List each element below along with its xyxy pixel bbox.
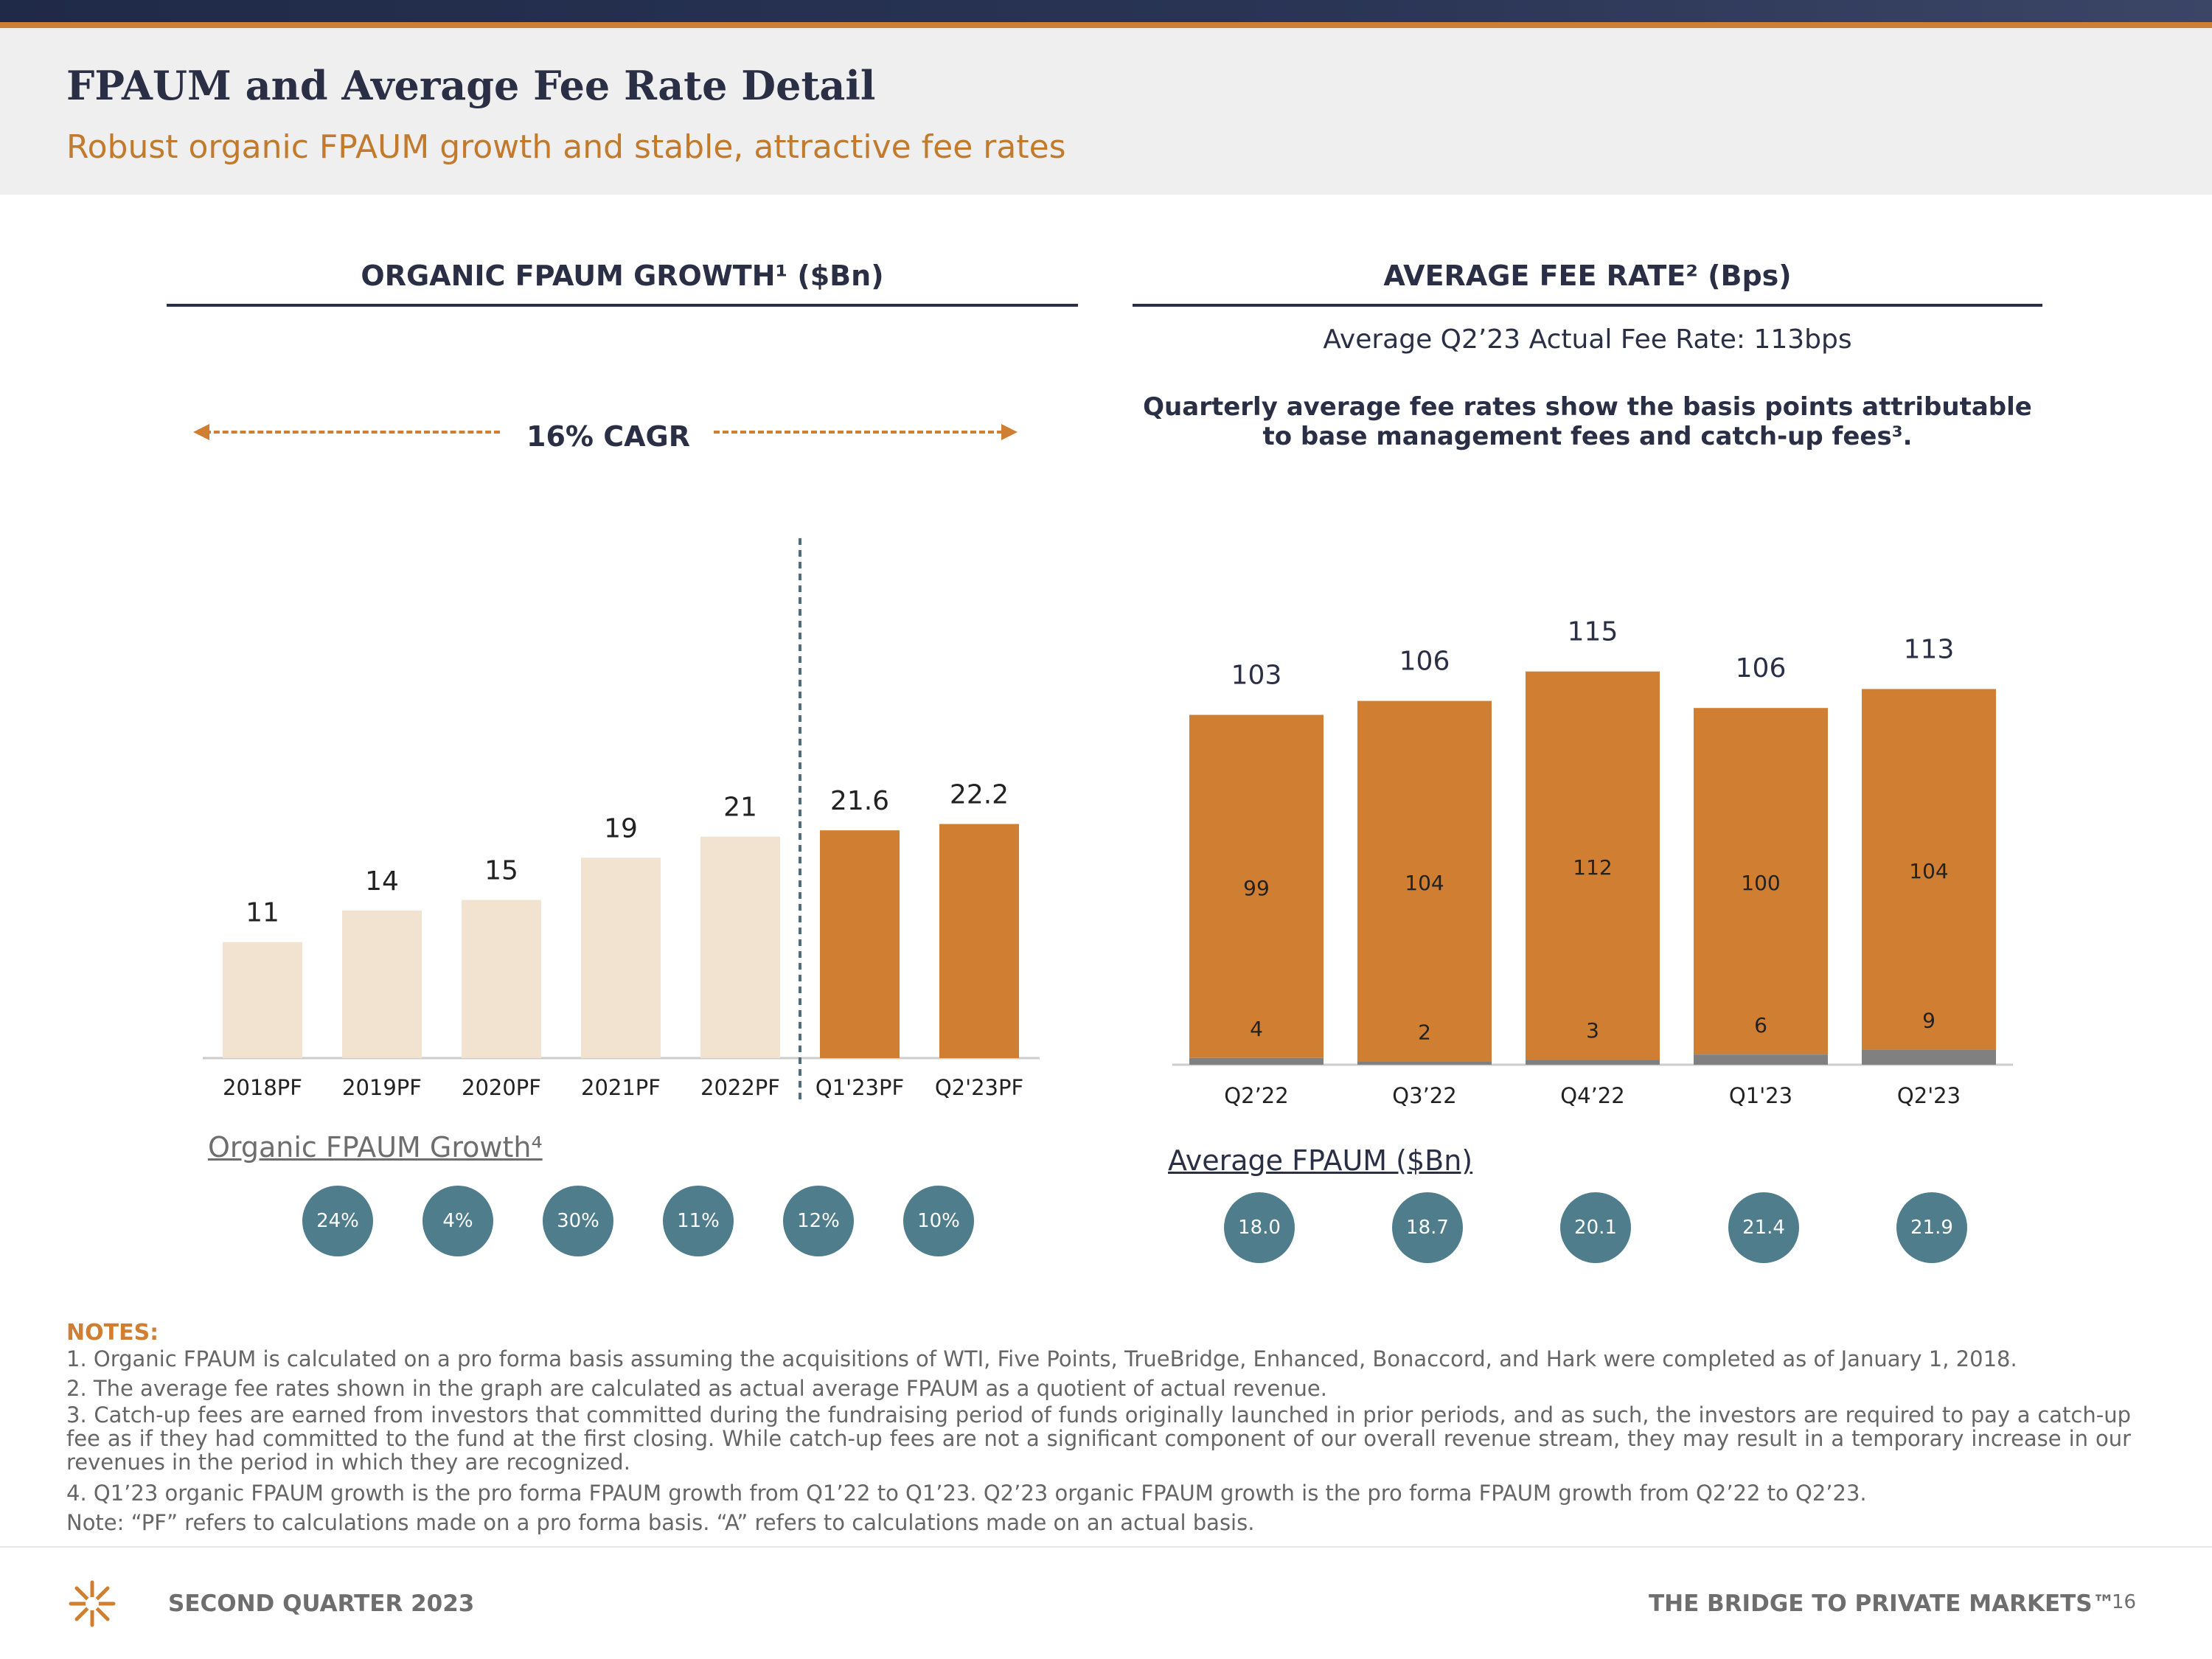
average-fee-rate-chart: 103 99 4 Q2’22 106 104 2 Q3’22 115 112 3 Q4’22 106 10… <box>1172 617 2013 1108</box>
cagr-arrow-right-line <box>714 431 1003 434</box>
growth-rate-circle: 4% <box>422 1186 493 1256</box>
growth-rate-circle: 30% <box>543 1186 613 1256</box>
total-fee-label: 103 <box>1231 661 1282 691</box>
category-label: 2018PF <box>223 1075 302 1100</box>
footer-tagline: THE BRIDGE TO PRIVATE MARKETS™ <box>1649 1590 2115 1617</box>
category-label: Q2'23 <box>1897 1083 1961 1108</box>
base-fee-label: 100 <box>1741 871 1780 895</box>
catch-up-fee-segment <box>1526 1060 1660 1065</box>
fee-rate-description: Quarterly average fee rates show the bas… <box>1133 392 2042 451</box>
bar-value-label: 15 <box>484 856 518 886</box>
bar-value-label: 11 <box>246 898 279 928</box>
category-label: Q3’22 <box>1392 1083 1456 1108</box>
category-label: Q1'23 <box>1729 1083 1792 1108</box>
note-1: 1. Organic FPAUM is calculated on a pro … <box>66 1346 2017 1371</box>
bar-2022PF <box>700 836 780 1058</box>
growth-rate-circle: 24% <box>302 1186 373 1256</box>
note-3: 3. Catch-up fees are earned from investo… <box>66 1402 2131 1475</box>
header <box>0 28 2212 195</box>
growth-rate-circle: 12% <box>783 1186 854 1256</box>
company-logo-icon <box>69 1580 116 1627</box>
page-subtitle: Robust organic FPAUM growth and stable, … <box>66 128 1066 166</box>
total-fee-label: 113 <box>1904 635 1955 665</box>
base-fee-label: 99 <box>1243 876 1270 900</box>
bar-2021PF <box>581 858 661 1058</box>
bar-2020PF <box>462 900 541 1058</box>
note-2: 2. The average fee rates shown in the gr… <box>66 1376 1327 1401</box>
cagr-label: 16% CAGR <box>526 420 690 453</box>
total-fee-label: 115 <box>1568 617 1618 647</box>
category-label: 2021PF <box>581 1075 661 1100</box>
growth-rate-circle: 11% <box>663 1186 734 1256</box>
category-label: 2019PF <box>342 1075 422 1100</box>
catch-up-fee-label: 3 <box>1586 1018 1599 1043</box>
footer-divider <box>0 1546 2212 1548</box>
note-footnote: Note: “PF” refers to calculations made o… <box>66 1510 1255 1535</box>
base-fee-label: 112 <box>1573 855 1612 880</box>
actual-fee-rate-note: Average Q2’23 Actual Fee Rate: 113bps <box>1323 324 1852 355</box>
catch-up-fee-label: 6 <box>1754 1013 1767 1037</box>
bar-Q1'23PF <box>820 830 900 1058</box>
catch-up-fee-segment <box>1862 1049 1996 1065</box>
right-section-heading: AVERAGE FEE RATE² (Bps) <box>1383 260 1792 292</box>
growth-rate-circle: 10% <box>903 1186 974 1256</box>
bar-value-label: 21.6 <box>830 786 889 816</box>
bar-value-label: 22.2 <box>950 780 1009 810</box>
avg-fpaum-circle: 18.7 <box>1392 1192 1463 1263</box>
bar-value-label: 14 <box>365 866 399 897</box>
catch-up-fee-label: 4 <box>1250 1017 1263 1041</box>
left-section-rule <box>167 304 1078 307</box>
page-number: 16 <box>2112 1591 2137 1613</box>
avg-fpaum-circle: 20.1 <box>1560 1192 1631 1263</box>
avg-fpaum-circle: 18.0 <box>1224 1192 1295 1263</box>
page-title: FPAUM and Average Fee Rate Detail <box>66 62 876 109</box>
organic-growth-label: Organic FPAUM Growth⁴ <box>208 1131 543 1164</box>
bar-value-label: 19 <box>604 813 638 844</box>
base-fee-label: 104 <box>1909 859 1948 883</box>
notes-heading: NOTES: <box>66 1320 159 1346</box>
bar-Q2'23PF <box>939 824 1019 1058</box>
catch-up-fee-segment <box>1694 1054 1828 1065</box>
category-label: 2020PF <box>462 1075 541 1100</box>
catch-up-fee-label: 2 <box>1418 1020 1431 1044</box>
base-fee-segment <box>1694 708 1828 1055</box>
avg-fpaum-circle: 21.4 <box>1728 1192 1799 1263</box>
total-fee-label: 106 <box>1736 653 1787 684</box>
category-label: Q2’22 <box>1224 1083 1288 1108</box>
bar-value-label: 21 <box>723 793 757 823</box>
bar-2018PF <box>223 942 302 1058</box>
fee-rate-description-line2: to base management fees and catch-up fee… <box>1262 422 1913 451</box>
cagr-arrow-right-icon <box>1001 424 1018 440</box>
bar-2019PF <box>342 910 422 1058</box>
category-label: 2022PF <box>700 1075 780 1100</box>
catch-up-fee-segment <box>1357 1061 1492 1065</box>
base-fee-segment <box>1862 689 1996 1050</box>
left-section-heading: ORGANIC FPAUM GROWTH¹ ($Bn) <box>361 260 884 292</box>
base-fee-segment <box>1189 714 1324 1058</box>
base-fee-segment <box>1357 700 1492 1062</box>
category-label: Q1'23PF <box>815 1075 904 1100</box>
cagr-arrow-left-line <box>205 431 500 434</box>
base-fee-segment <box>1526 671 1660 1060</box>
total-fee-label: 106 <box>1399 647 1450 677</box>
note-4: 4. Q1’23 organic FPAUM growth is the pro… <box>66 1481 1867 1506</box>
right-section-rule <box>1133 304 2042 307</box>
category-label: Q2'23PF <box>935 1075 1023 1100</box>
base-fee-label: 104 <box>1405 871 1444 895</box>
avg-fpaum-circle: 21.9 <box>1896 1192 1967 1263</box>
fee-rate-description-line1: Quarterly average fee rates show the bas… <box>1143 392 2032 422</box>
cagr-arrow-left-icon <box>193 424 209 440</box>
organic-fpaum-chart: 11 2018PF 14 2019PF 15 2020PF 19 2021PF 21 2022PF… <box>203 538 1040 1102</box>
footer-period: SECOND QUARTER 2023 <box>168 1590 475 1617</box>
catch-up-fee-segment <box>1189 1057 1324 1065</box>
average-fpaum-label: Average FPAUM ($Bn) <box>1168 1144 1473 1177</box>
top-banner <box>0 0 2212 28</box>
category-label: Q4’22 <box>1560 1083 1624 1108</box>
catch-up-fee-label: 9 <box>1922 1008 1935 1032</box>
